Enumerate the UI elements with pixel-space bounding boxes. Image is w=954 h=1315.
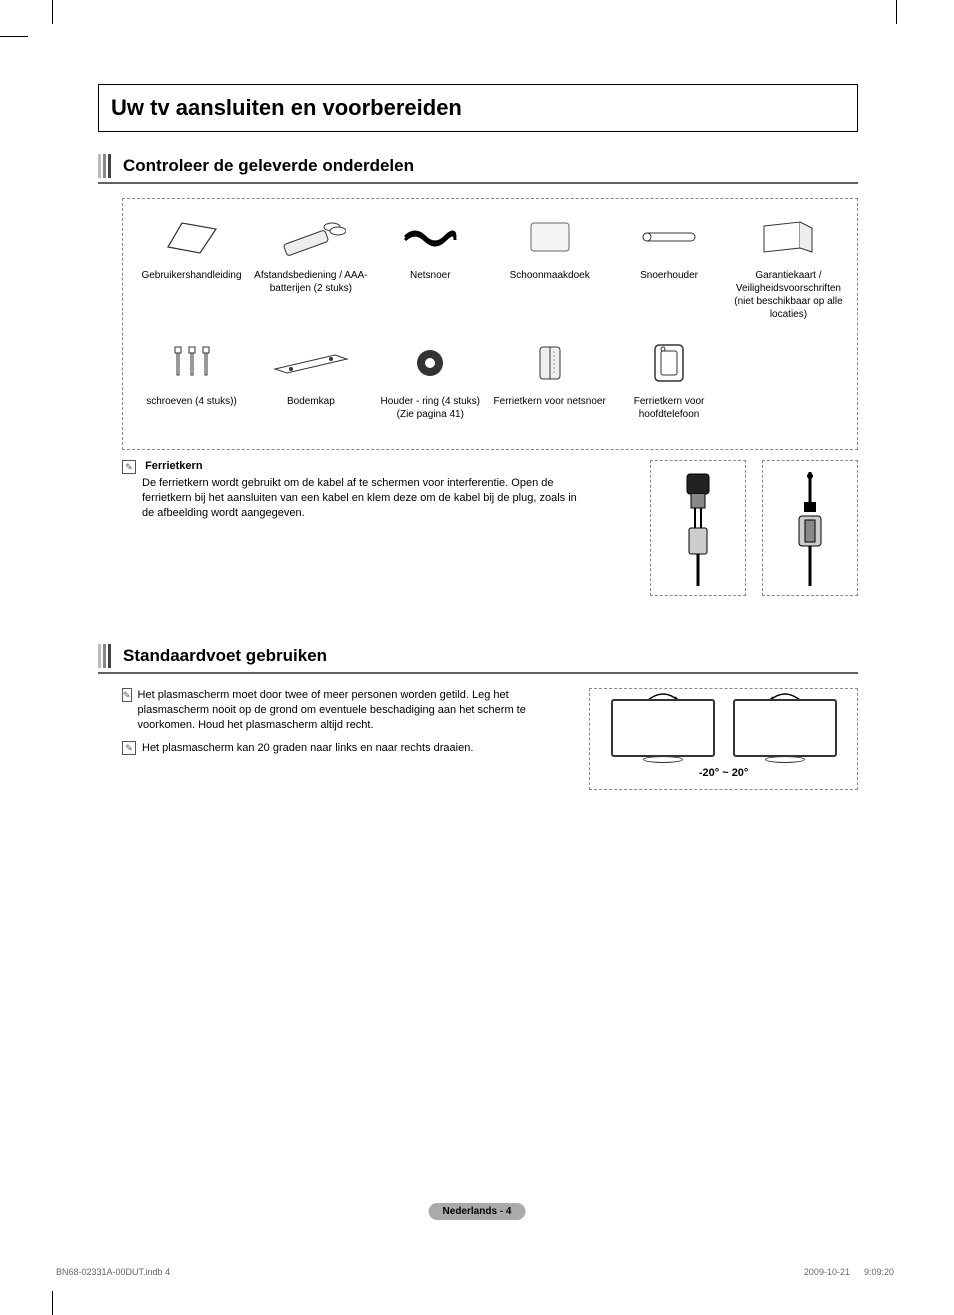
tv-shape [733,699,837,757]
accessory-item: Snoerhouder [611,213,728,321]
accessory-row: schroeven (4 stuks)) Bodemkap Houder - r… [133,339,847,421]
stand-content: ✎ Het plasmascherm moet door twee of mee… [122,688,858,790]
ferrite-headphone-icon [624,339,714,387]
accessory-item: schroeven (4 stuks)) [133,339,250,421]
ferrite-cable-diagram [650,460,746,596]
empty-slot [743,339,833,387]
section-title: Controleer de geleverde onderdelen [123,156,414,176]
accessory-label: Gebruikershandleiding [133,269,250,282]
holder-ring-icon [385,339,475,387]
accessory-item: Ferrietkern voor hoofdtelefoon [611,339,728,421]
swivel-diagram: -20° ~ 20° [589,688,858,790]
crop-mark [52,0,53,24]
section-heading-accessories: Controleer de geleverde onderdelen [98,154,858,184]
section-heading-stand: Standaardvoet gebruiken [98,644,858,674]
crop-mark [896,0,897,24]
note-body: Het plasmascherm moet door twee of meer … [138,688,574,733]
accessory-label: Snoerhouder [611,269,728,282]
tv-pair [611,699,837,757]
note-title: Ferrietkern [145,460,202,472]
accessory-label: schroeven (4 stuks)) [133,395,250,408]
stand-note-2: ✎ Het plasmascherm kan 20 graden naar li… [122,741,573,756]
stand-note-1: ✎ Het plasmascherm moet door twee of mee… [122,688,573,733]
crop-mark [52,1291,53,1315]
remote-icon [266,213,356,261]
accessory-item: Gebruikershandleiding [133,213,250,321]
footer-pill: Nederlands - 4 [429,1203,526,1220]
note-body: Het plasmascherm kan 20 graden naar link… [142,741,473,756]
accessory-item: Bodemkap [252,339,369,421]
warranty-icon [743,213,833,261]
base-cover-icon [266,339,356,387]
note-icon: ✎ [122,460,136,474]
accessory-item: Garantiekaart / Veiligheidsvoorschriften… [730,213,847,321]
heading-decoration [98,644,113,668]
screws-icon [147,339,237,387]
accessory-row: Gebruikershandleiding Afstandsbediening … [133,213,847,321]
accessory-label: Bodemkap [252,395,369,408]
page-title: Uw tv aansluiten en voorbereiden [111,95,845,121]
section-title: Standaardvoet gebruiken [123,646,327,666]
ferrite-note: ✎ Ferrietkern De ferrietkern wordt gebru… [122,460,858,596]
doc-filename: BN68-02331A-00DUT.indb 4 [56,1267,170,1277]
tv-shape [611,699,715,757]
accessory-label: Afstandsbediening / AAA-batterijen (2 st… [252,269,369,295]
accessory-label: Ferrietkern voor hoofdtelefoon [611,395,728,421]
accessories-container: Gebruikershandleiding Afstandsbediening … [122,198,858,450]
ferrite-diagram-container [650,460,858,596]
accessory-label: Schoonmaakdoek [491,269,608,282]
print-metadata: BN68-02331A-00DUT.indb 4 2009-10-21 9:09… [56,1267,894,1277]
accessory-item: Afstandsbediening / AAA-batterijen (2 st… [252,213,369,321]
cloth-icon [505,213,595,261]
doc-timestamp: 2009-10-21 9:09:20 [804,1267,894,1277]
heading-decoration [98,154,113,178]
ferrite-jack-diagram [762,460,858,596]
power-cord-icon [385,213,475,261]
note-icon: ✎ [122,688,132,702]
accessory-label: Ferrietkern voor netsnoer [491,395,608,408]
ferrite-power-icon [505,339,595,387]
accessory-item: Houder - ring (4 stuks) (Zie pagina 41) [372,339,489,421]
accessory-item: Ferrietkern voor netsnoer [491,339,608,421]
note-text-block: ✎ Ferrietkern De ferrietkern wordt gebru… [122,460,602,596]
accessory-item: Schoonmaakdoek [491,213,608,321]
page-title-box: Uw tv aansluiten en voorbereiden [98,84,858,132]
manual-icon [147,213,237,261]
note-icon: ✎ [122,741,136,755]
angle-range-label: -20° ~ 20° [699,767,748,779]
cable-holder-icon [624,213,714,261]
page-number-footer: Nederlands - 4 [429,1205,526,1217]
accessory-item: Netsnoer [372,213,489,321]
accessory-label: Netsnoer [372,269,489,282]
accessory-item [730,339,847,421]
accessory-label: Houder - ring (4 stuks) (Zie pagina 41) [372,395,489,421]
stand-text: ✎ Het plasmascherm moet door twee of mee… [122,688,573,790]
page-content: Uw tv aansluiten en voorbereiden Control… [98,84,858,790]
crop-mark [0,36,28,37]
section-stand: Standaardvoet gebruiken ✎ Het plasmasche… [98,644,858,790]
accessory-label: Garantiekaart / Veiligheidsvoorschriften… [730,269,847,321]
note-body: De ferrietkern wordt gebruikt om de kabe… [142,476,582,521]
